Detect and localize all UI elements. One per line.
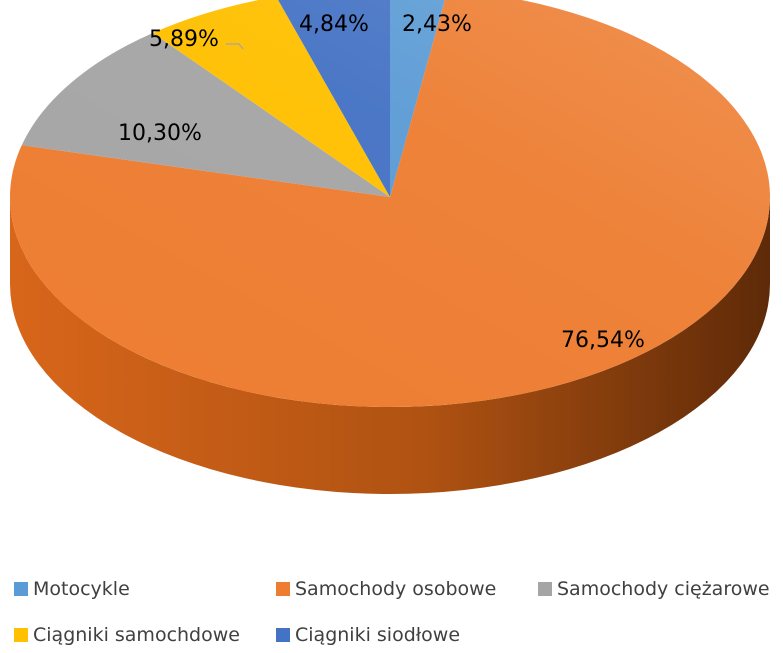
data-label-ciagniki-siodlowe: 4,84%: [299, 12, 369, 37]
legend-item-motocykle: Motocykle: [14, 578, 130, 600]
legend-swatch: [276, 628, 290, 642]
pie-chart: 2,43% 76,54% 10,30% 5,89% 4,84%: [10, 0, 770, 494]
data-label-motocykle: 2,43%: [402, 12, 472, 37]
data-label-samochody-osobowe: 76,54%: [561, 328, 645, 353]
legend-label: Ciągniki siodłowe: [295, 624, 461, 646]
pie-side-samochody-osobowe: [10, 197, 770, 494]
legend-swatch: [276, 582, 290, 596]
legend-item-ciagniki-siodlowe: Ciągniki siodłowe: [276, 624, 460, 646]
legend-label: Ciągniki samochdowe: [33, 624, 240, 646]
legend-item-samochody-osobowe: Samochody osobowe: [276, 578, 496, 600]
legend-swatch: [538, 582, 552, 596]
data-label-ciagniki-samochdowe: 5,89%: [149, 27, 219, 52]
legend-swatch: [14, 582, 28, 596]
legend-swatch: [14, 628, 28, 642]
legend-label: Samochody osobowe: [295, 578, 497, 600]
legend-item-samochody-ciezarowe: Samochody ciężarowe: [538, 578, 770, 600]
legend-label: Samochody ciężarowe: [557, 578, 770, 600]
legend-item-ciagniki-samochdowe: Ciągniki samochdowe: [14, 624, 240, 646]
pie-top-sheen: [10, 0, 770, 407]
legend-label: Motocykle: [33, 578, 130, 600]
data-label-samochody-ciezarowe: 10,30%: [118, 121, 202, 146]
leader-line: [226, 43, 244, 50]
